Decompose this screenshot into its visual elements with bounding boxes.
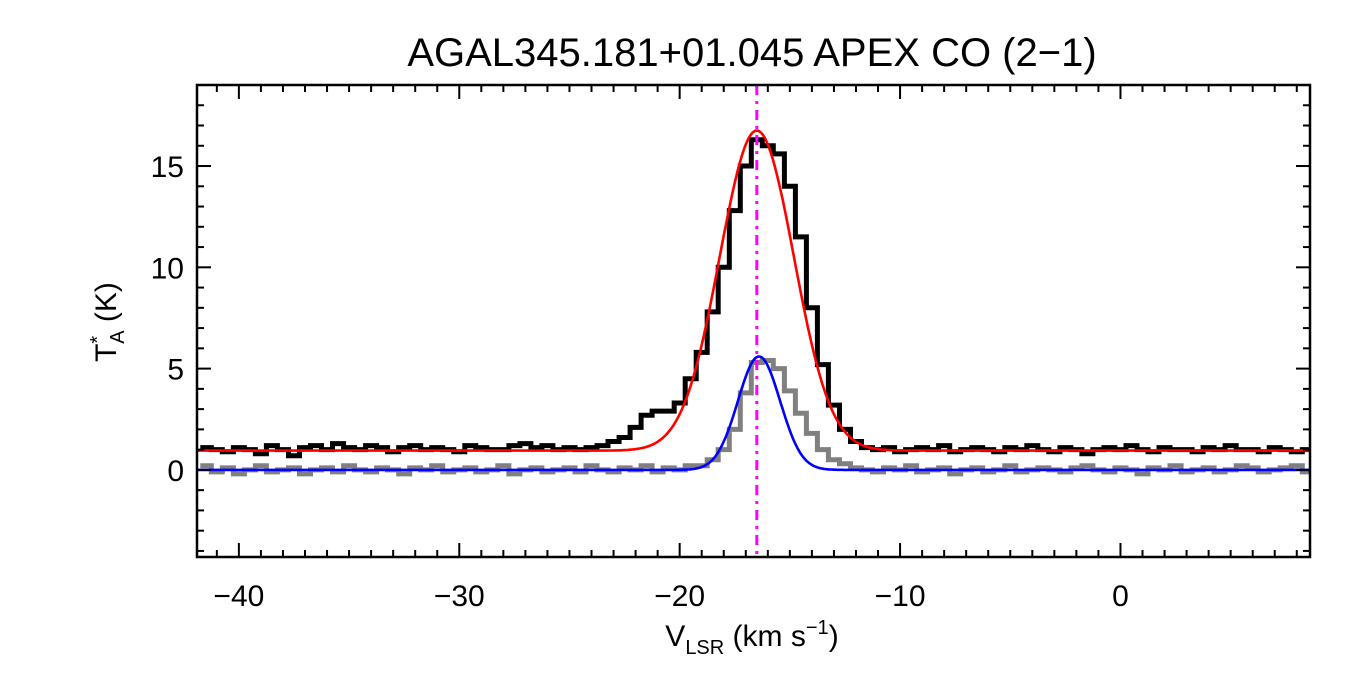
y-label-sub: A (107, 330, 129, 344)
x-tick-label: 0 (1112, 580, 1129, 613)
y-tick-label: 15 (151, 151, 184, 184)
y-label-main: T (90, 344, 123, 362)
plot-frame (195, 83, 1312, 559)
y-tick-label: 0 (167, 455, 184, 488)
plot-content (197, 85, 1310, 557)
x-label-sup: −1 (806, 617, 829, 639)
gaussian-fit-blue (197, 355, 1310, 472)
y-tick-label: 5 (167, 354, 184, 387)
x-label-sub: LSR (685, 637, 724, 659)
y-label-rest: (K) (90, 282, 123, 330)
chart-title: AGAL345.181+01.045 APEX CO (2−1) (407, 31, 1096, 75)
x-tick-label: −30 (434, 580, 485, 613)
axes: −40 −30 −20 −10 0 0 5 10 15 (151, 83, 1312, 613)
x-tick-label: −40 (213, 580, 264, 613)
plot-area (197, 85, 1310, 557)
y-axis-label: T*A (K) (87, 282, 129, 362)
y-tick-label: 10 (151, 252, 184, 285)
gaussian-fit-red (197, 129, 1310, 452)
x-label-rest: (km s (724, 620, 806, 653)
x-tick-label: −10 (875, 580, 926, 613)
x-label-main: V (665, 620, 685, 653)
x-axis-label: VLSR (km s−1) (665, 617, 838, 659)
x-tick-label: −20 (654, 580, 705, 613)
y-label-sup: * (87, 336, 109, 344)
x-label-end: ) (829, 620, 839, 653)
